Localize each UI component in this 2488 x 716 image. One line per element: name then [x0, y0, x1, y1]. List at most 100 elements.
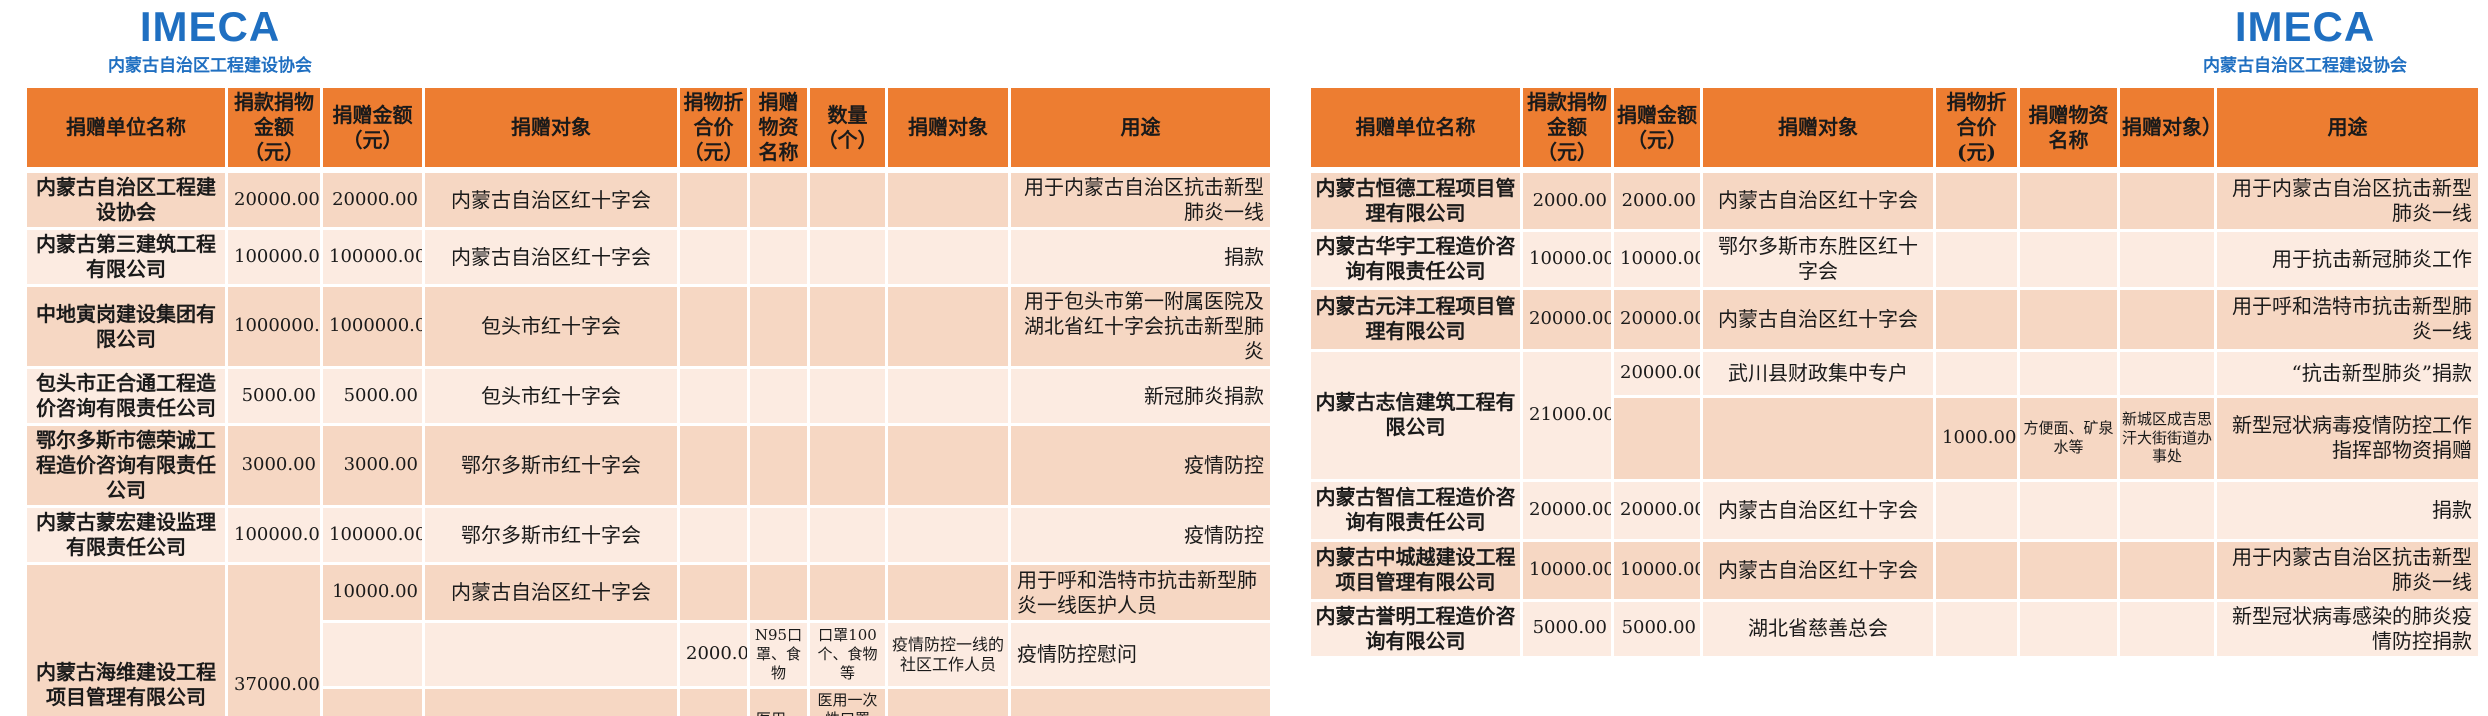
table-cell [747, 366, 810, 426]
table-cell [807, 366, 888, 426]
table-cell: 包头市红十字会 [422, 366, 680, 426]
table-cell [677, 284, 750, 369]
table-row: 25000.00医用一次性口罩、手套医用一次性口罩4000，医用一次性手套550… [26, 686, 1273, 716]
table-cell [1933, 598, 2020, 659]
column-header: 用途 [2214, 85, 2481, 173]
table-cell: 内蒙古自治区红十字会 [422, 227, 680, 287]
company-cell: 内蒙古华宇工程造价咨询有限责任公司 [1308, 228, 1523, 290]
table-cell: 20000.00 [1520, 286, 1614, 352]
table-cell: 新城区成吉思汗大街街道办事处 [2117, 394, 2217, 482]
table-cell: “抗击新型肺炎”捐款 [2214, 348, 2481, 398]
table-cell [2117, 168, 2217, 232]
table-cell [2117, 598, 2217, 659]
table-cell [2017, 478, 2120, 542]
table-cell [1933, 538, 2020, 602]
table-cell [677, 562, 750, 623]
table-cell: 医用一次性口罩、手套 [747, 686, 810, 716]
column-header: 捐款捐物金额（元） [225, 85, 323, 173]
table-row: 内蒙古恒德工程项目管理有限公司 2000.00 2000.00 内蒙古自治区红十字会用… [1308, 168, 2481, 232]
table-cell [1700, 394, 1936, 482]
table-cell: 100000.00 [225, 227, 323, 287]
table-cell [807, 227, 888, 287]
table-cell: 100000.00 [320, 227, 425, 287]
column-header: 数量（个） [807, 85, 888, 173]
table-cell [320, 620, 425, 689]
table-row: 内蒙古第三建筑工程有限公司100000.00100000.00内蒙古自治区红十字… [24, 227, 1273, 287]
company-cell: 中地寅岗建设集团有限公司 [24, 284, 228, 369]
company-cell: 内蒙古第三建筑工程有限公司 [24, 227, 228, 287]
table-cell: 用于呼和浩特市抗击新型肺炎一线医护人员 [1008, 562, 1273, 623]
table-cell: 用于内蒙古自治区抗击新型肺炎一线 [2214, 168, 2481, 232]
table-cell [807, 505, 888, 565]
table-cell: 20000.00 [1520, 478, 1614, 542]
table-cell [422, 686, 680, 716]
column-header: 捐赠单位名称 [1308, 85, 1523, 173]
column-header: 捐物折合价（元） [677, 85, 750, 173]
company-cell: 内蒙古元沣工程项目管理有限公司 [1308, 286, 1523, 352]
table-row: 内蒙古智信工程造价咨询有限责任公司 20000.00 20000.00 内蒙古自治区红… [1308, 478, 2481, 542]
table-cell: 鄂尔多斯市红十字会 [422, 423, 680, 508]
table-cell [885, 423, 1011, 508]
table-cell [747, 423, 810, 508]
table-row: 中地寅岗建设集团有限公司1000000.001000000.00包头市红十字会用… [24, 284, 1273, 369]
table-cell [885, 284, 1011, 369]
table-cell: 新型冠状病毒疫情防控工作指挥部物资捐赠 [2214, 394, 2481, 482]
table-cell [885, 562, 1011, 623]
table-cell: 5000.00 [1611, 598, 1703, 659]
table-cell [320, 686, 425, 716]
table-row: 内蒙古元沣工程项目管理有限公司 20000.00 20000.00 内蒙古自治区红十字… [1308, 286, 2481, 352]
company-cell: 内蒙古誉明工程造价咨询有限公司 [1308, 598, 1523, 659]
table-cell: 鄂尔多斯市红十字会 [422, 505, 680, 565]
column-header: 捐款捐物金额（元） [1520, 85, 1614, 173]
table-cell: 新冠肺炎捐款 [1008, 366, 1273, 426]
table-cell: 用于包头市第一附属医院及湖北省红十字会抗击新型肺炎 [1008, 284, 1273, 369]
table-cell: 用于呼和浩特市抗击新型肺炎一线 [2214, 286, 2481, 352]
table-cell: 100000.00 [320, 505, 425, 565]
table-cell [885, 366, 1011, 426]
table-cell [885, 505, 1011, 565]
table-cell: 37000.00 [225, 562, 323, 716]
table-cell: 捐款 [2214, 478, 2481, 542]
table-cell [1933, 168, 2020, 232]
company-cell: 内蒙古志信建筑工程有限公司 [1308, 348, 1523, 482]
table-cell: 湖北省慈善总会 [1700, 598, 1936, 659]
table-cell [2117, 538, 2217, 602]
table-row: 内蒙古蒙宏建设监理有限责任公司100000.00100000.00鄂尔多斯市红十… [24, 505, 1273, 565]
company-cell: 内蒙古智信工程造价咨询有限责任公司 [1308, 478, 1523, 542]
table-cell: 5000.00 [225, 366, 323, 426]
table-cell [807, 423, 888, 508]
table-cell [1611, 394, 1703, 482]
table-cell: 100000.00 [225, 505, 323, 565]
table-cell: 用于内蒙古自治区抗击新型肺炎一线 [1008, 168, 1273, 230]
table-row: 包头市正合通工程造价咨询有限责任公司 5000.00 5000.00 包头市红十字会新… [24, 366, 1273, 426]
header-row: 捐赠单位名称 捐款捐物金额（元） 捐赠金额（元） 捐赠对象 捐物折合价(元) 捐赠物资名称… [1308, 85, 2481, 173]
column-header: 捐赠对象 [885, 85, 1011, 173]
column-header: 捐赠对象 [422, 85, 680, 173]
table-cell: 包头市红十字会 [422, 284, 680, 369]
table-cell: 向奋战在一线的电力系统捐赠物资 [1008, 686, 1273, 716]
table-cell: 1000.00 [1933, 394, 2020, 482]
table-cell [2117, 478, 2217, 542]
table-cell: 10000.00 [1520, 538, 1614, 602]
column-header: 捐赠物资名称 [2017, 85, 2120, 173]
table-row: 1000.00 方便面、矿泉水等 新城区成吉思汗大街街道办事处 新型冠状病毒疫情防控工… [1310, 394, 2481, 482]
table-cell: 1000000.00 [320, 284, 425, 369]
table-row: 鄂尔多斯市德荣诚工程造价咨询有限责任公司 3000.00 3000.00 鄂尔多斯市红… [24, 423, 1273, 508]
column-header: 捐赠金额（元） [320, 85, 425, 173]
table-cell: 21000.00 [1520, 348, 1614, 482]
table-cell [807, 168, 888, 230]
table-row: 内蒙古自治区工程建设协会 20000.00 20000.00 内蒙古自治区红十字会 用于… [24, 168, 1273, 230]
table-row: 内蒙古海维建设工程项目管理有限公司 37000.00 10000.00 内蒙古自治区红… [24, 562, 1273, 716]
table-cell: 方便面、矿泉水等 [2017, 394, 2120, 482]
table-cell: 鄂尔多斯市东胜区红十字会 [1700, 228, 1936, 290]
table-row: 2000.00N95口罩、食物口罩100个、食物等疫情防控一线的社区工作人员疫情… [26, 620, 1273, 689]
table-cell [2017, 598, 2120, 659]
table-cell: 5000.00 [1520, 598, 1614, 659]
table-cell: 10000.00 [1520, 228, 1614, 290]
column-header: 捐赠物资名称 [747, 85, 810, 173]
table-cell: 20000.00 [1611, 348, 1703, 398]
table-cell: 3000.00 [320, 423, 425, 508]
table-cell: 内蒙古自治区红十字会 [422, 562, 680, 623]
table-cell [2117, 286, 2217, 352]
table-cell: 口罩100个、食物等 [807, 620, 888, 689]
